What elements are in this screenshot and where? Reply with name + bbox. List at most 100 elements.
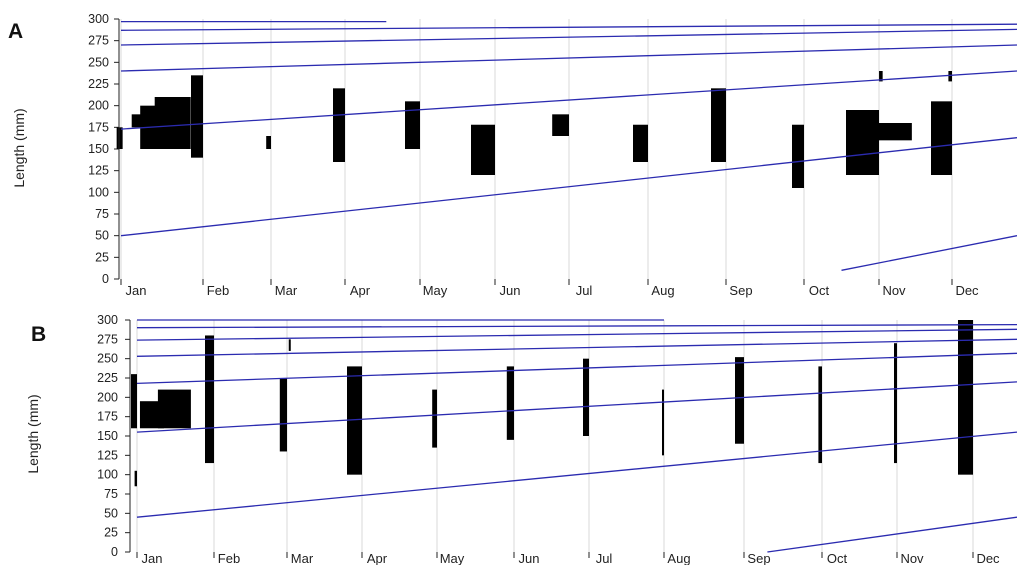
y-tick-label: 75 <box>95 207 109 221</box>
y-tick-label: 175 <box>88 120 109 134</box>
panel-b-histogram-bars <box>131 320 973 487</box>
length-frequency-bar <box>266 136 271 149</box>
month-label: Nov <box>900 551 924 565</box>
month-label: Mar <box>275 283 298 298</box>
y-tick-label: 300 <box>88 12 109 26</box>
month-label: Nov <box>882 283 906 298</box>
panel-b-month-labels: Jan Feb Mar Apr May Jun Jul Aug Sep Oct Nov Dec <box>142 551 1001 565</box>
length-frequency-bar <box>931 101 952 175</box>
y-tick-label: 150 <box>97 429 118 443</box>
y-tick-label: 50 <box>104 506 118 520</box>
y-tick-label: 250 <box>88 55 109 69</box>
length-frequency-bar <box>134 470 137 487</box>
length-frequency-bar <box>288 339 291 351</box>
length-frequency-bar <box>471 124 495 175</box>
y-tick-label: 100 <box>97 468 118 482</box>
length-frequency-bar <box>792 124 804 188</box>
growth-curve <box>136 338 1017 357</box>
month-label: Oct <box>809 283 830 298</box>
panel-a-y-ticks: 0 25 50 75 100 125 150 175 200 225 250 275 300 <box>88 12 953 286</box>
length-frequency-bar <box>711 88 726 162</box>
panel-a-y-axis-title: Length (mm) <box>11 108 27 187</box>
y-tick-label: 75 <box>104 487 118 501</box>
panel-b-grid <box>136 320 974 552</box>
month-label: Jan <box>126 283 147 298</box>
panel-b-label: B <box>31 323 46 346</box>
growth-curve <box>120 44 1017 72</box>
y-tick-label: 150 <box>88 142 109 156</box>
length-frequency-bar <box>333 88 345 162</box>
length-frequency-bar <box>583 358 589 436</box>
length-frequency-bar <box>818 366 822 464</box>
y-tick-label: 125 <box>88 164 109 178</box>
growth-curve <box>120 28 1017 46</box>
length-frequency-bar <box>875 123 912 141</box>
length-frequency-bar <box>958 320 973 475</box>
month-label: Aug <box>651 283 674 298</box>
y-tick-label: 250 <box>97 352 118 366</box>
y-tick-label: 200 <box>97 390 118 404</box>
month-label: Jun <box>500 283 521 298</box>
y-tick-label: 50 <box>95 229 109 243</box>
length-frequency-bar <box>405 101 420 149</box>
y-tick-label: 125 <box>97 448 118 462</box>
month-label: Sep <box>729 283 752 298</box>
y-tick-label: 225 <box>97 371 118 385</box>
panel-b-growth-curves <box>136 319 1017 553</box>
growth-curve <box>136 381 1017 433</box>
panel-a-month-labels: Jan Feb Mar Apr May Jun Jul Aug Sep Oct Nov Dec <box>126 283 980 298</box>
panel-a: A Length (mm) 0 25 50 75 100 125 150 175 200 225 2… <box>8 12 1017 298</box>
y-tick-label: 225 <box>88 77 109 91</box>
length-frequency-bar <box>879 71 883 82</box>
y-tick-label: 100 <box>88 185 109 199</box>
month-label: Mar <box>291 551 314 565</box>
y-tick-label: 275 <box>97 332 118 346</box>
growth-curve <box>120 23 1017 31</box>
y-tick-label: 175 <box>97 410 118 424</box>
month-label: May <box>440 551 465 565</box>
length-frequency-bar <box>131 374 137 429</box>
length-frequency-bar <box>157 389 191 429</box>
month-label: Aug <box>667 551 690 565</box>
month-label: Jan <box>142 551 163 565</box>
panel-b: B Length (mm) 0 25 50 75 100 125 150 175 200 225 2… <box>25 313 1017 565</box>
panel-a-grid <box>120 19 953 279</box>
growth-curve <box>120 137 1017 237</box>
y-tick-label: 300 <box>97 313 118 327</box>
length-frequency-bar <box>191 75 203 158</box>
length-frequency-bar <box>506 366 514 440</box>
growth-curve <box>841 235 1017 271</box>
month-label: Jul <box>576 283 593 298</box>
y-tick-label: 25 <box>95 250 109 264</box>
growth-curve <box>136 323 1017 329</box>
month-label: Feb <box>218 551 240 565</box>
length-frequency-bar <box>552 114 569 136</box>
month-label: Apr <box>350 283 371 298</box>
growth-curve <box>136 352 1017 385</box>
panel-a-label: A <box>8 20 23 43</box>
month-label: Dec <box>976 551 1000 565</box>
month-label: Jun <box>519 551 540 565</box>
growth-curve <box>136 328 1017 341</box>
length-frequency-bar <box>662 389 664 456</box>
y-tick-label: 275 <box>88 34 109 48</box>
length-frequency-bar <box>894 343 897 464</box>
length-frequency-bar <box>633 124 648 162</box>
length-frequency-bar <box>846 110 879 175</box>
month-label: Jul <box>596 551 613 565</box>
length-frequency-bar <box>154 97 191 149</box>
y-tick-label: 0 <box>111 545 118 559</box>
y-tick-label: 25 <box>104 526 118 540</box>
month-label: Sep <box>747 551 770 565</box>
length-frequency-bar <box>948 71 952 82</box>
panel-b-y-axis-title: Length (mm) <box>25 394 41 473</box>
length-frequency-bar <box>735 357 744 444</box>
growth-curve <box>136 431 1017 518</box>
panel-a-histogram-bars <box>116 71 952 188</box>
month-label: Oct <box>827 551 848 565</box>
month-label: Feb <box>207 283 229 298</box>
panel-a-growth-curves <box>120 20 1017 271</box>
growth-curve <box>767 516 1017 553</box>
length-frequency-bar <box>279 378 287 452</box>
